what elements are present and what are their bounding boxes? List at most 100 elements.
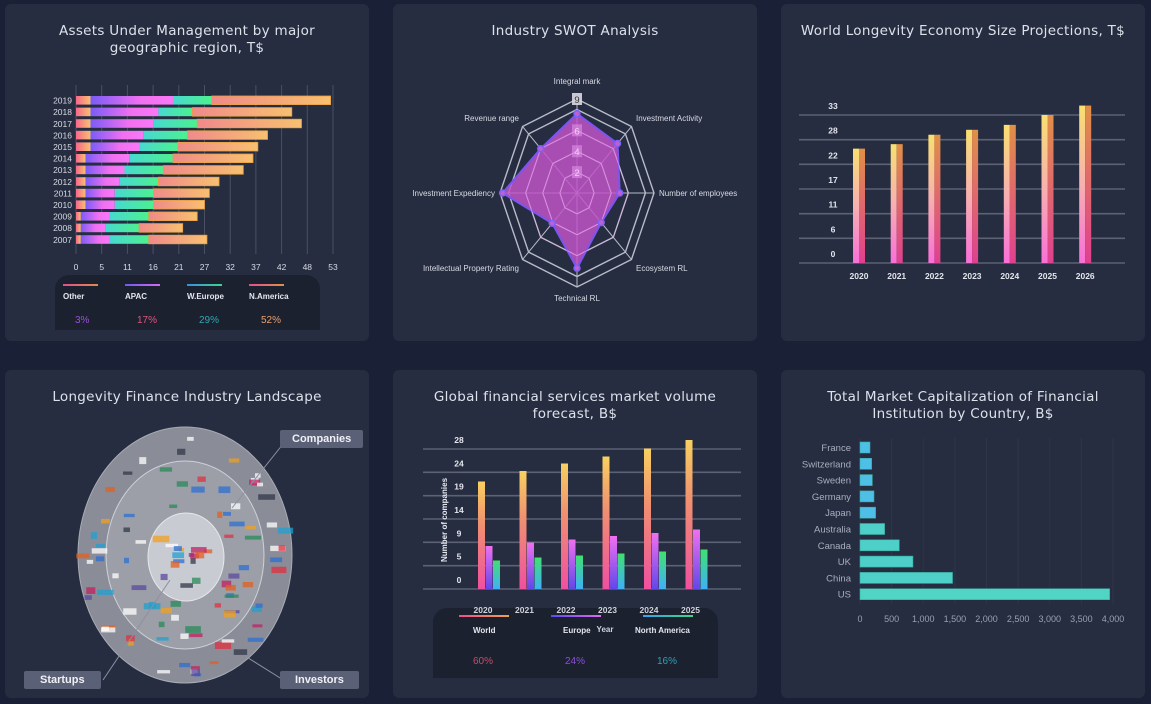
longevity-bar-side: [1009, 124, 1016, 263]
aum-bar-namerica: [196, 118, 302, 129]
aum-bar-weurope: [109, 235, 149, 244]
company-logo: [172, 552, 185, 559]
radar-tick-label: 6: [574, 126, 579, 137]
company-logo: [271, 566, 287, 574]
longevity-y-tick: 22: [828, 150, 838, 160]
aum-legend-swatch: [125, 284, 160, 286]
company-logo: [179, 662, 191, 668]
company-logo: [191, 577, 201, 584]
aum-x-tick: 37: [251, 262, 261, 272]
longevity-title: World Longevity Economy Size Projections…: [800, 23, 1126, 39]
longevity-bar-side: [896, 144, 903, 263]
aum-bar-namerica: [148, 234, 208, 245]
financial-y-tick: 28: [454, 435, 464, 445]
financial-bar-north-america: [534, 557, 542, 589]
radar-axis-label: Investment Expediency: [412, 189, 495, 198]
aum-bar-apac: [85, 200, 115, 209]
swot-card: Industry SWOT Analysis 2 4 6 9 Integral mark…: [393, 4, 757, 341]
companies-leader-line: [231, 443, 284, 509]
aum-x-tick: 32: [225, 262, 235, 272]
aum-bar-other: [76, 119, 91, 128]
aum-bar-namerica: [148, 211, 198, 222]
swot-radar-chart: 2 4 6 9 Integral mark Investment Activity Numb…: [412, 77, 737, 303]
radar-tick-label: 9: [574, 95, 579, 106]
radar-point: [597, 218, 605, 227]
company-logo: [209, 661, 219, 665]
aum-y-tick: 2007: [53, 235, 72, 245]
company-logo: [221, 580, 232, 588]
company-logo: [112, 573, 119, 579]
company-logo: [100, 518, 110, 524]
company-logo: [127, 638, 134, 646]
company-logo: [157, 670, 171, 674]
marketcap-bar: [859, 506, 876, 519]
radar-inner-ring: [525, 129, 629, 257]
aum-bar-namerica: [211, 95, 331, 106]
financial-legend-label: World: [473, 626, 496, 635]
company-logo: [187, 436, 194, 441]
radar-point: [573, 264, 581, 272]
company-logo: [190, 547, 207, 553]
longevity-bar-side: [1047, 115, 1054, 263]
financial-y-tick: 0: [457, 575, 462, 585]
aum-bar-weurope: [114, 188, 154, 198]
marketcap-y-tick: Sweden: [817, 476, 851, 487]
marketcap-bar: [859, 539, 900, 552]
aum-bar-weurope: [139, 142, 178, 151]
company-logo: [245, 525, 256, 530]
longevity-bar-side: [859, 148, 865, 263]
longevity-bar: [853, 148, 859, 263]
aum-x-tick: 21: [174, 262, 184, 272]
aum-x-tick: 27: [200, 262, 210, 272]
aum-legend-pct: 29%: [199, 315, 220, 326]
company-logo: [249, 479, 261, 486]
companies-label: Companies: [280, 430, 364, 448]
aum-bar-namerica: [172, 153, 254, 164]
company-logo: [191, 669, 200, 677]
aum-bar-weurope: [129, 154, 173, 163]
aum-bar-apac: [90, 142, 140, 151]
longevity-y-tick: 17: [828, 175, 838, 185]
company-logo: [123, 471, 133, 475]
aum-legend-pct: 3%: [75, 315, 90, 326]
company-logo: [105, 486, 115, 493]
company-logo: [257, 482, 264, 487]
landscape-diagram: [76, 426, 294, 684]
radar-tick-bg: [572, 124, 582, 137]
financial-y-tick: 24: [454, 458, 464, 468]
aum-title: Assets Under Management by major geograp…: [58, 23, 316, 56]
startups-leader-line: [102, 579, 171, 681]
aum-bar-other: [76, 223, 81, 233]
aum-x-tick: 53: [328, 262, 338, 272]
aum-bar-weurope: [114, 200, 154, 209]
financial-y-tick: 19: [454, 482, 464, 492]
financial-legend-pct: 16%: [657, 656, 678, 667]
financial-legend-pct: 60%: [473, 656, 494, 667]
radar-tick-bg: [572, 166, 582, 179]
radar-point: [613, 139, 622, 148]
aum-card: Assets Under Management by major geograp…: [5, 4, 369, 341]
financial-x-tick: 2023: [598, 605, 617, 615]
longevity-x-tick: 2026: [1076, 271, 1095, 281]
aum-bar-apac: [90, 119, 154, 128]
longevity-bar: [966, 129, 973, 263]
aum-y-tick: 2008: [53, 223, 72, 233]
financial-bar-world: [519, 471, 527, 589]
company-logo: [185, 626, 201, 633]
aum-bar-namerica: [177, 141, 259, 152]
aum-bar-namerica: [153, 199, 205, 210]
aum-legend-swatch: [187, 284, 222, 286]
aum-bar-other: [76, 142, 91, 151]
radar-tick-label: 4: [574, 147, 579, 158]
company-logo: [76, 553, 90, 559]
radar-point: [536, 144, 545, 153]
company-logo: [123, 608, 137, 615]
marketcap-y-tick: China: [826, 573, 852, 584]
aum-bar-other: [76, 154, 86, 163]
aum-bar-weurope: [105, 223, 140, 233]
marketcap-bar: [859, 474, 873, 486]
company-logo: [165, 543, 179, 548]
company-logo: [86, 587, 96, 594]
landscape-inner-ring: [147, 512, 225, 602]
radar-axis-label: Revenue range: [464, 114, 519, 123]
